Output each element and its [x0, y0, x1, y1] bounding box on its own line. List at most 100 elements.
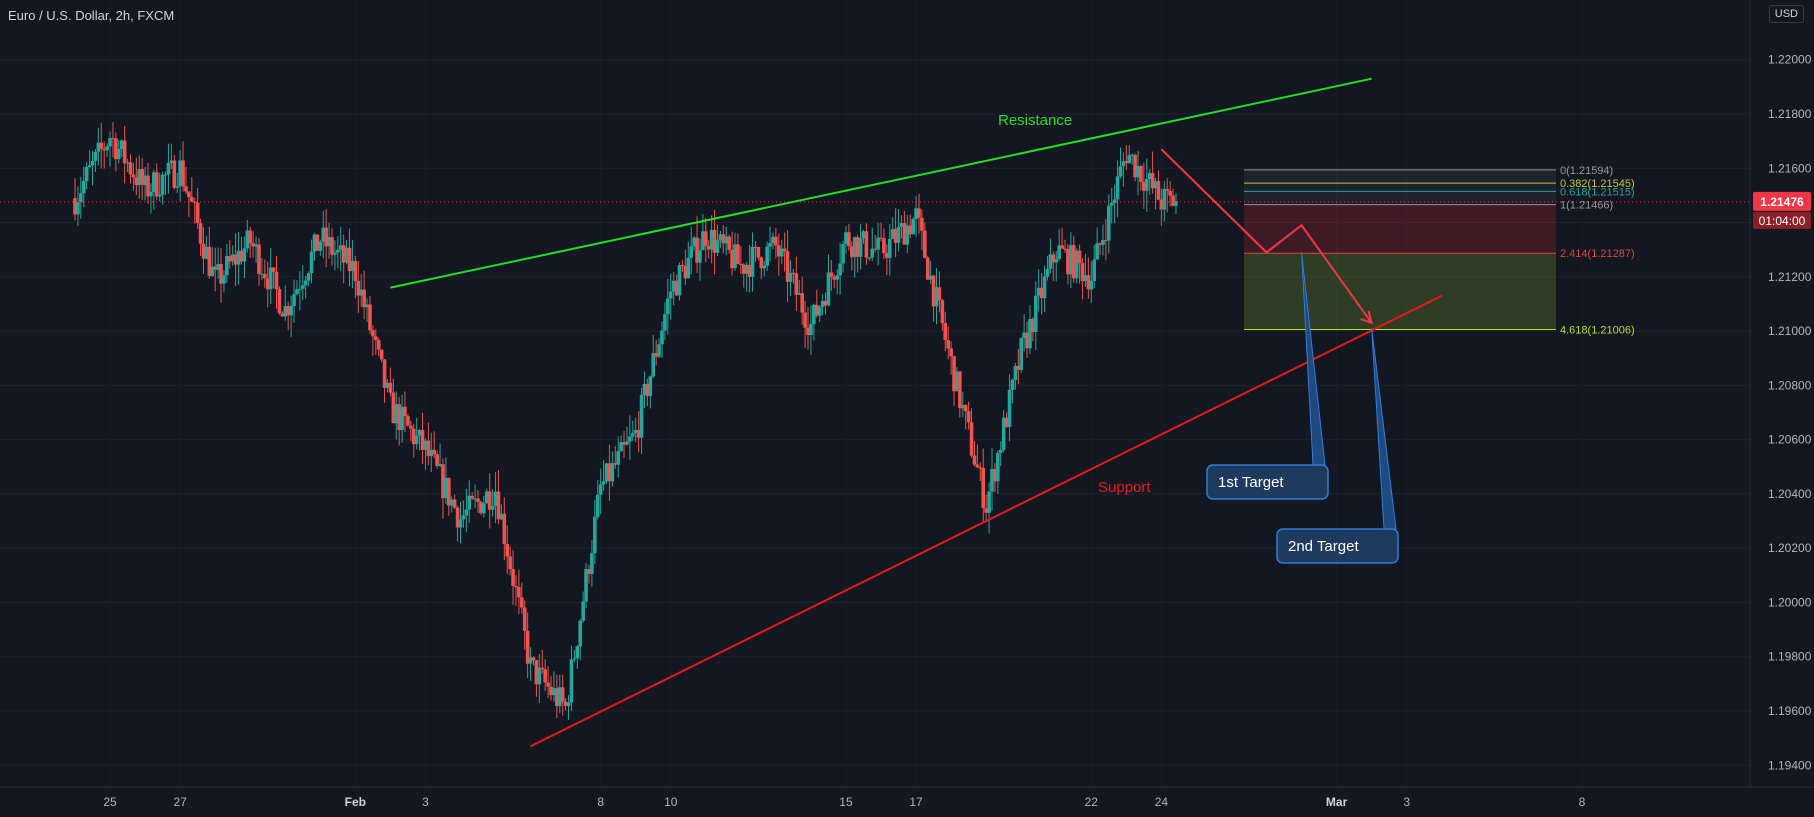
candle-body: [458, 519, 463, 528]
candle-body: [1098, 243, 1102, 245]
callout-box[interactable]: [1276, 528, 1399, 564]
candle-body: [198, 223, 203, 244]
candle-body: [473, 498, 477, 500]
countdown-bg: [1753, 211, 1811, 229]
candle-body: [309, 251, 314, 274]
candle-body: [575, 646, 580, 659]
candle-body: [739, 263, 743, 265]
candle-body: [207, 246, 212, 276]
candle-body: [794, 273, 799, 295]
candle-body: [531, 657, 536, 661]
currency-badge[interactable]: USD: [1768, 5, 1804, 23]
candle-body: [353, 260, 358, 281]
candle-body: [566, 702, 571, 706]
candle-body: [689, 246, 693, 258]
candle-body: [435, 454, 439, 466]
candle-body: [338, 245, 343, 250]
candle-body: [192, 201, 197, 203]
candle-body: [908, 225, 913, 235]
candle-body: [1048, 254, 1053, 269]
candle-body: [490, 505, 495, 510]
candle-body: [969, 422, 974, 456]
candle-body: [701, 231, 705, 251]
drawings[interactable]: 0(1.21594)0.382(1.21545)0.618(1.21515) 1(…: [0, 77, 1750, 748]
candle-body: [747, 264, 752, 277]
candle-body: [312, 234, 317, 252]
candle-body: [844, 232, 848, 245]
candle-body: [1095, 243, 1099, 260]
candle-body: [1171, 195, 1175, 206]
candle-body: [604, 463, 609, 482]
candle-body: [636, 429, 641, 438]
candle-body: [452, 499, 457, 508]
candle-body: [420, 430, 425, 450]
candle-body: [467, 495, 472, 510]
candle-body: [1054, 258, 1059, 263]
candle-body: [563, 701, 568, 706]
candle-body: [432, 449, 437, 455]
candle-body: [601, 481, 606, 485]
candle-body: [417, 430, 422, 436]
candle-body: [960, 405, 965, 409]
candle-body: [820, 300, 825, 307]
candle-body: [803, 312, 807, 328]
candle-body: [549, 686, 553, 696]
candle-body: [286, 305, 290, 316]
candle-body: [654, 353, 658, 357]
candle-body: [201, 243, 206, 259]
candle-body: [125, 162, 130, 164]
candle-body: [812, 304, 816, 325]
candle-body: [744, 264, 749, 274]
candle-body: [639, 394, 644, 438]
candle-body: [902, 223, 907, 245]
candle-body: [896, 227, 901, 243]
candle-body: [172, 160, 177, 188]
candle-body: [327, 237, 331, 247]
candle-body: [560, 687, 565, 702]
candle-body: [388, 382, 393, 393]
candle-body: [543, 669, 547, 683]
candle-body: [157, 194, 162, 197]
trendline-resistance[interactable]: [390, 77, 1372, 289]
candle-body: [143, 175, 147, 185]
candle-body: [1045, 268, 1050, 277]
candle-body: [76, 202, 80, 215]
trendline-support[interactable]: [530, 294, 1443, 748]
price-axis-panel: [1750, 0, 1814, 817]
candle-body: [394, 404, 399, 424]
candle-body: [385, 382, 390, 388]
candle-body: [934, 287, 939, 307]
candle-body: [931, 275, 936, 307]
time-axis[interactable]: 25 27 Feb 3 8 10 15 17 22 24 Mar 3 8: [0, 786, 1814, 817]
candle-body: [371, 330, 375, 337]
candle-body: [1086, 275, 1091, 290]
candle-body: [227, 256, 232, 262]
candle-body: [996, 452, 1000, 482]
candle-body: [537, 667, 542, 685]
callout-box[interactable]: [1206, 464, 1329, 500]
projection-path[interactable]: [1160, 148, 1373, 324]
candle-body: [426, 440, 431, 457]
candle-body: [225, 256, 229, 276]
price-axis[interactable]: 1.220001.218001.216001.214001.212001.210…: [1749, 0, 1814, 817]
candle-body: [864, 231, 869, 258]
candle-body: [899, 223, 904, 228]
y-tick-label: 1.19600: [1768, 704, 1812, 718]
candle-body: [169, 160, 174, 163]
candle-body: [216, 264, 220, 270]
candle-body: [998, 449, 1003, 453]
candle-body: [1066, 248, 1070, 275]
candle-body: [449, 499, 454, 506]
candle-body: [114, 138, 118, 160]
candle-body: [809, 324, 813, 336]
candle-body: [520, 597, 524, 608]
candle-body: [303, 280, 308, 286]
candle-body: [163, 174, 168, 176]
candle-body: [890, 229, 895, 239]
candle-body: [1057, 245, 1061, 259]
candle-body: [788, 272, 793, 282]
candle-body: [251, 243, 255, 247]
candle-body: [607, 463, 612, 482]
candle-body: [265, 278, 270, 290]
